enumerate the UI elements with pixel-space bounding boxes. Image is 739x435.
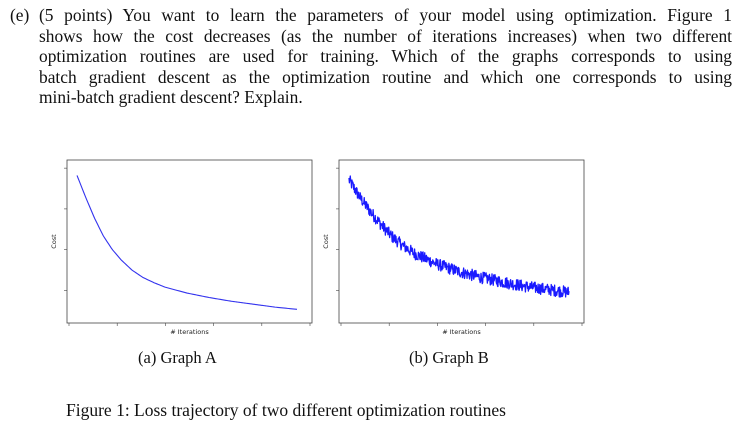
graph-b-frame — [338, 159, 585, 324]
graph-b-ticks — [336, 167, 583, 326]
question-line-5: mini-batch gradient descent? Explain. — [39, 87, 303, 108]
graph-b-plot: # Iterations Cost — [302, 150, 592, 345]
graph-a-series-line — [76, 175, 298, 310]
graph-b-svg: # Iterations Cost — [322, 159, 585, 336]
question-line-2: shows how the cost decreases (as the num… — [39, 25, 732, 46]
question-label: (e) — [10, 5, 30, 25]
question-line-1: (5 points) You want to learn the paramet… — [39, 5, 732, 25]
graph-b-ylabel: Cost — [322, 234, 330, 249]
graph-a-plot: # Iterations Cost — [30, 150, 320, 345]
graph-b-series-line — [348, 175, 570, 298]
graph-a-frame — [66, 159, 313, 324]
graph-b-caption: (b) Graph B — [409, 348, 489, 367]
figure-caption: Figure 1: Loss trajectory of two differe… — [66, 400, 506, 420]
graph-a-caption: (a) Graph A — [138, 348, 217, 367]
question-line-4: batch gradient descent as the optimizati… — [39, 66, 732, 87]
graph-a-svg: # Iterations Cost — [50, 159, 313, 336]
graph-b-xlabel: # Iterations — [442, 328, 481, 336]
graph-a-xlabel: # Iterations — [170, 328, 209, 336]
graph-a-ticks — [64, 167, 311, 326]
graph-a-ylabel: Cost — [50, 234, 58, 249]
question-line-3: optimization routines are used for train… — [39, 46, 732, 67]
